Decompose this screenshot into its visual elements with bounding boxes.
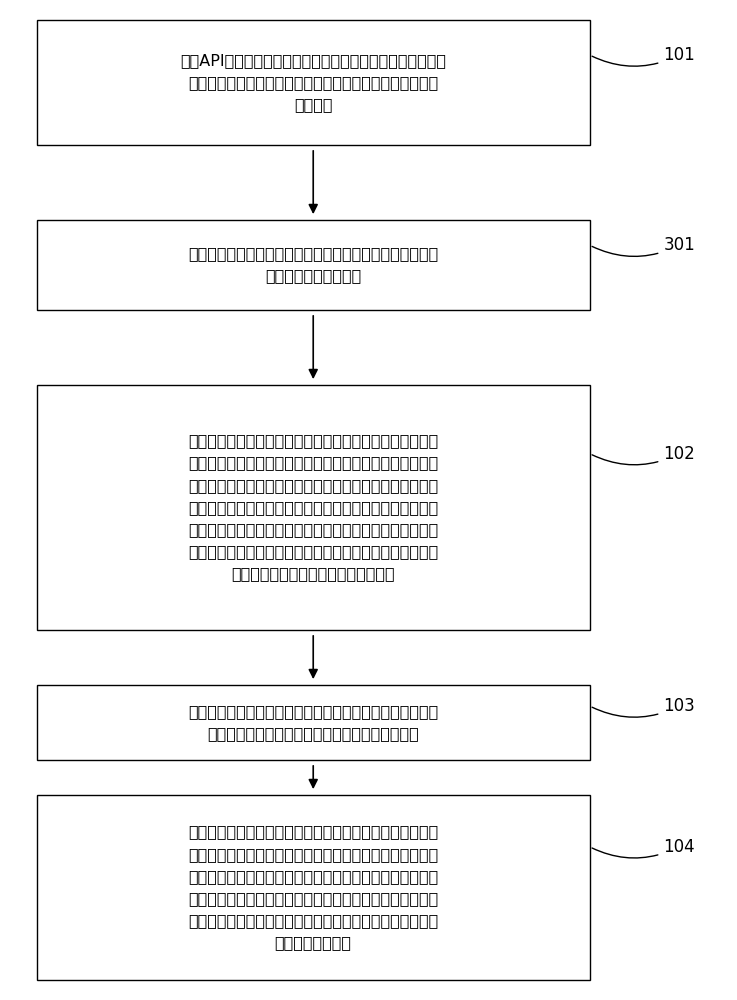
Bar: [37, 385, 590, 630]
Text: 101: 101: [592, 46, 695, 66]
Text: 104: 104: [592, 838, 695, 858]
Bar: [37, 685, 590, 760]
Text: 301: 301: [592, 236, 695, 256]
Text: 103: 103: [592, 697, 695, 717]
Bar: [37, 795, 590, 980]
Text: 从所述测试案例库中获取待测试接口对应的测试案例，从所
述测试案例、接口文档、业务参数文档和参数库中获取待测
试接口所需的参数写入待测试接口的上送报文中，完成待测: 从所述测试案例库中获取待测试接口对应的测试案例，从所 述测试案例、接口文档、业务…: [188, 824, 439, 950]
Bar: [37, 20, 590, 145]
Bar: [37, 220, 590, 310]
Text: 102: 102: [592, 445, 695, 465]
Text: 配置版本号，当存在多个版本的接口文档时，根据版本号获
取对应版本的接口文档: 配置版本号，当存在多个版本的接口文档时，根据版本号获 取对应版本的接口文档: [188, 246, 439, 284]
Text: 从所述接口文档中获取待测试接口的前序接口访问顺序清单
，基于前序接口访问顺序清单，从所述测试案例库中获取前
序接口对应的测试案例，从所述测试案例、接口文档和业务: 从所述接口文档中获取待测试接口的前序接口访问顺序清单 ，基于前序接口访问顺序清单…: [188, 433, 439, 582]
Text: 基于前序接口调用顺序任务，依次调用前序接口，完成前序
接口的参数获取，将参数按照参数名存入参数库中: 基于前序接口调用顺序任务，依次调用前序接口，完成前序 接口的参数获取，将参数按照…: [188, 704, 439, 741]
Text: 配置API接口功能测试中涉及的全部接口的接口文档、测试案
例库和业务参数文档，其中接口文档中包括对应接口的测试
技术参数: 配置API接口功能测试中涉及的全部接口的接口文档、测试案 例库和业务参数文档，其…: [181, 53, 446, 112]
